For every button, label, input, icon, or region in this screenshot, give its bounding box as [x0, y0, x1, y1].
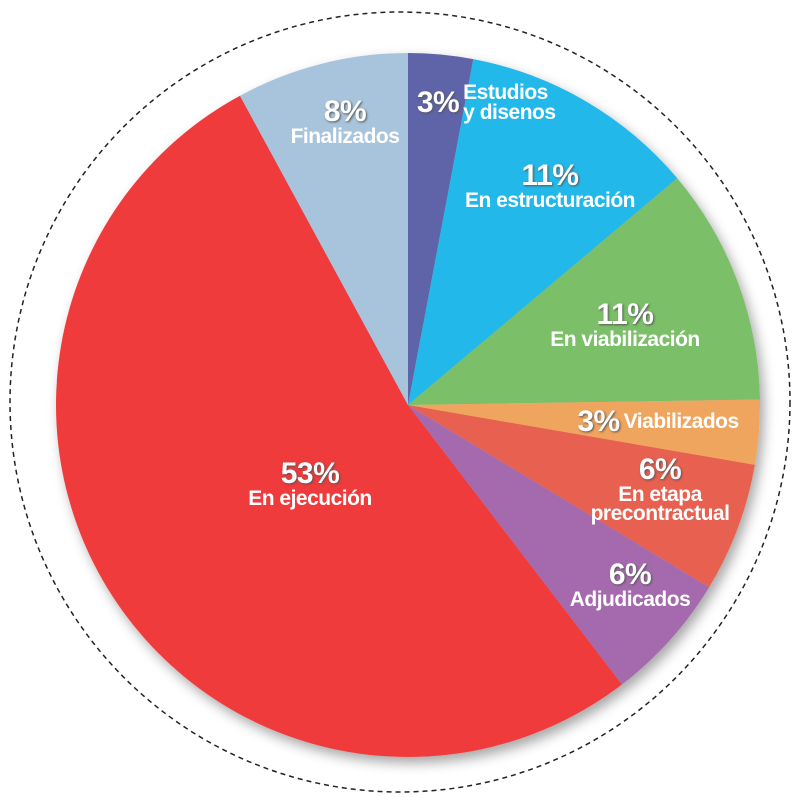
category-label: En ejecución: [248, 486, 372, 510]
pie-slice: [408, 53, 474, 405]
slice-label: 11% En estructuración: [440, 158, 660, 212]
pie-slice: [239, 53, 408, 405]
dashed-ring: [9, 11, 791, 793]
percent-label: 11%: [596, 297, 654, 331]
slice-label: 11% En viabilización: [515, 297, 735, 351]
category-label: Finalizados: [290, 124, 400, 148]
category-label: En estructuración: [464, 188, 636, 212]
slice-label: 53% En ejecución: [210, 456, 410, 510]
percent-label: 3%: [577, 404, 620, 438]
slice-label: 6% Adjudicados: [555, 557, 705, 611]
slice-label: 6% En etapa precontractual: [575, 452, 745, 526]
pie-slice: [56, 95, 622, 757]
category-label: En etapa precontractual: [590, 482, 730, 526]
category-label: En viabilización: [550, 327, 700, 351]
percent-label: 53%: [280, 456, 340, 490]
category-label: Adjudicados: [569, 587, 691, 611]
pie-slice: [408, 59, 678, 405]
category-label: Viabilizados: [623, 410, 740, 434]
percent-label: 11%: [521, 158, 579, 192]
pie-slice: [408, 405, 755, 588]
percent-label: 6%: [638, 452, 682, 486]
slice-label: 8% Finalizados: [275, 94, 415, 148]
pie-slice: [408, 399, 761, 465]
slices: [56, 53, 761, 757]
pie-slice: [408, 405, 710, 685]
percent-label: 8%: [323, 94, 367, 128]
percent-label: 6%: [608, 557, 652, 591]
percent-label: 3%: [416, 85, 460, 119]
category-label: Estudios y disenos: [463, 81, 556, 124]
slice-label: 3% Viabilizados: [577, 404, 740, 438]
pie-slice: [408, 178, 760, 405]
slice-label: 3% Estudios y disenos: [416, 81, 563, 124]
